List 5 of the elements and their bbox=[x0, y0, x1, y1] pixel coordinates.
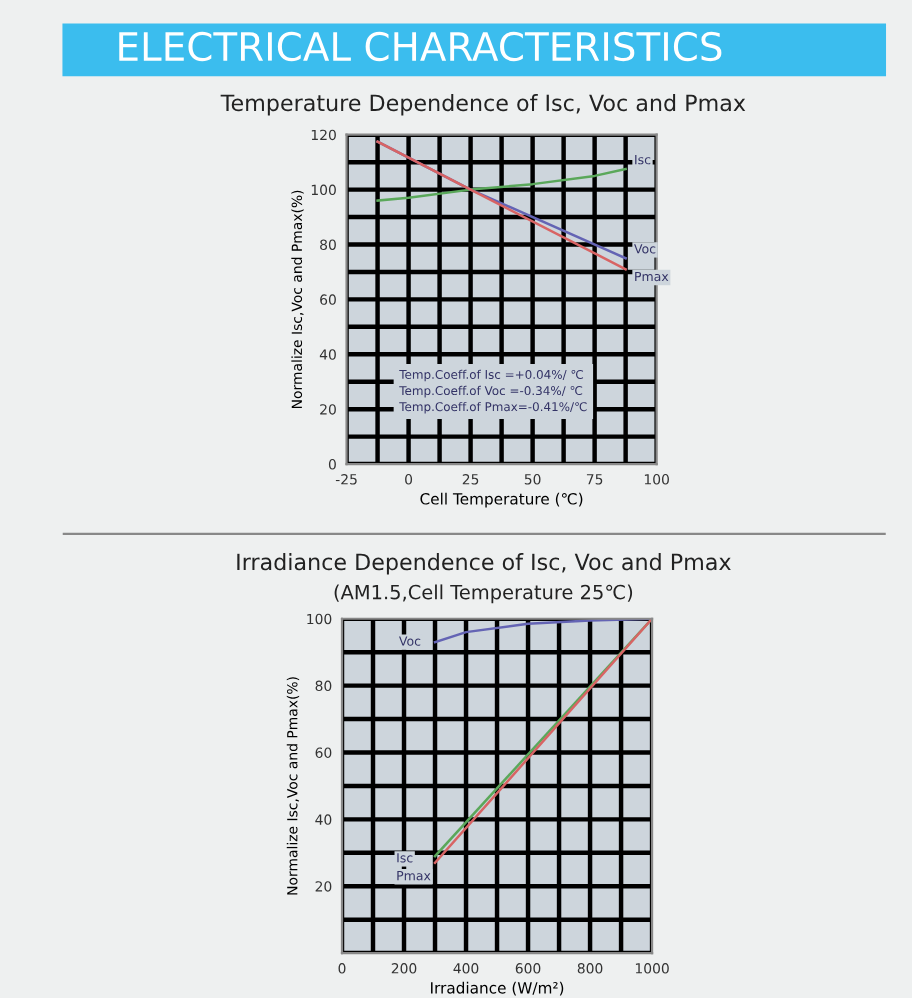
chart-title: ELECTRICAL CHARACTERISTICS bbox=[119, 31, 722, 62]
chart-subtitle: (AM1.5,Cell Temperature 25℃) bbox=[334, 584, 633, 604]
chart-title: Irradiance Dependence of Isc, Voc and Pmax bbox=[237, 553, 731, 575]
chart-subtitle: Temperature Dependence of Isc, Voc and Pmax bbox=[220, 94, 746, 116]
line-series bbox=[376, 167, 627, 202]
